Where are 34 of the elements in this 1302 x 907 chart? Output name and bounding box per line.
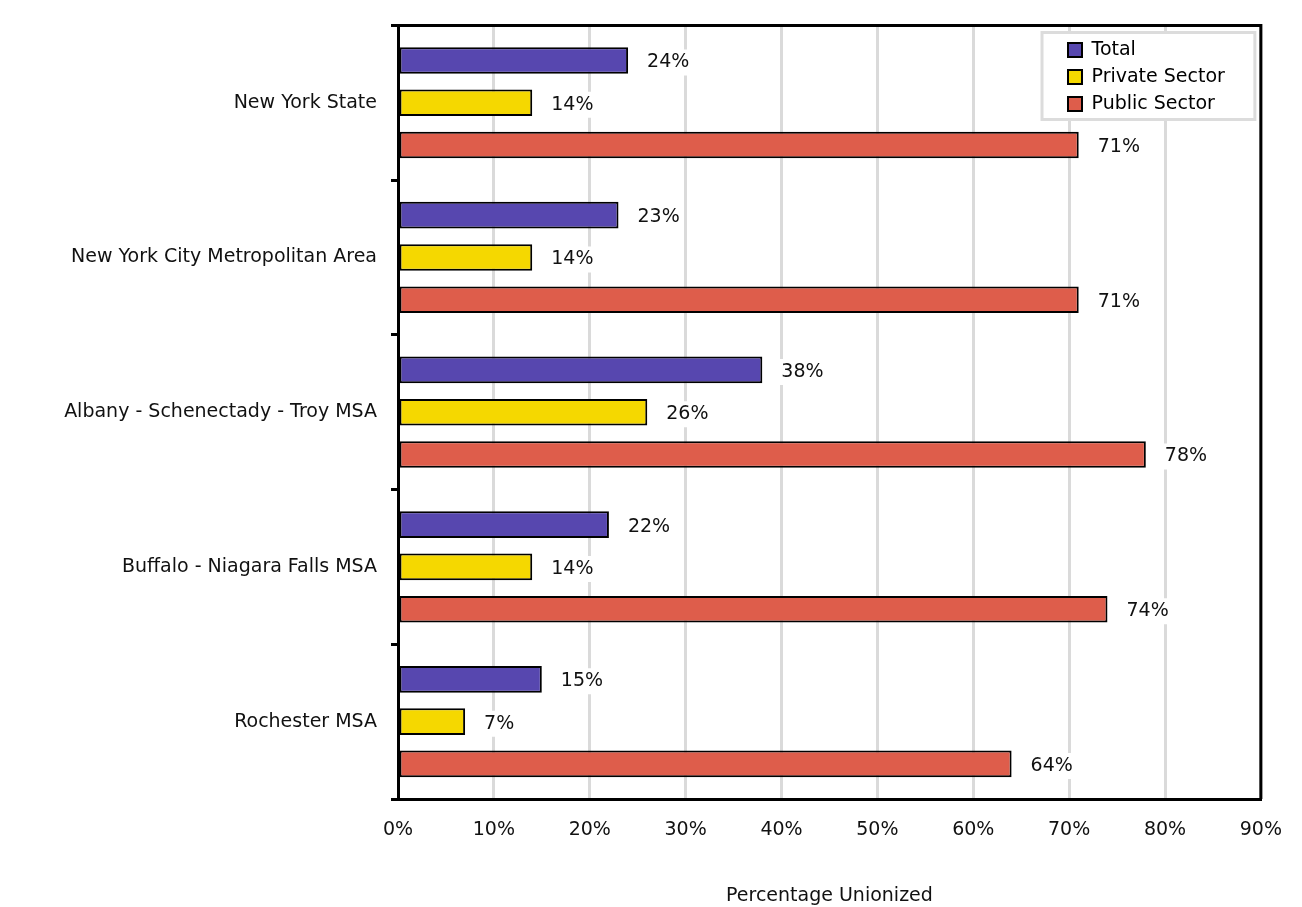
data-label: 26% bbox=[666, 401, 709, 424]
x-tick-label: 60% bbox=[952, 817, 995, 840]
data-label: 14% bbox=[551, 246, 594, 269]
data-label: 71% bbox=[1097, 288, 1140, 311]
x-tick-label: 50% bbox=[856, 817, 899, 840]
data-label: 74% bbox=[1126, 598, 1169, 621]
x-tick-label: 10% bbox=[472, 817, 515, 840]
data-label: 22% bbox=[627, 513, 671, 536]
legend-label: Public Sector bbox=[1091, 90, 1216, 113]
x-tick-label: 80% bbox=[1143, 817, 1187, 840]
data-label: 64% bbox=[1030, 752, 1073, 775]
x-tick-label: 40% bbox=[760, 817, 803, 840]
x-axis-title: Percentage Unionized bbox=[726, 882, 933, 905]
data-label: 14% bbox=[551, 91, 594, 114]
data-label: 78% bbox=[1164, 443, 1208, 466]
x-tick-label: 70% bbox=[1048, 817, 1091, 840]
y-tick-label: Buffalo - Niagara Falls MSA bbox=[121, 553, 377, 576]
y-tick-label: Albany - Schenectady - Troy MSA bbox=[64, 399, 377, 422]
data-label: 24% bbox=[647, 49, 690, 72]
legend-label: Private Sector bbox=[1091, 63, 1226, 86]
x-tick-label: 20% bbox=[568, 817, 611, 840]
data-label: 15% bbox=[560, 668, 604, 691]
data-label: 23% bbox=[637, 204, 680, 227]
y-tick-label: New York State bbox=[233, 89, 377, 112]
x-tick-label: 90% bbox=[1239, 817, 1282, 840]
data-label: 71% bbox=[1097, 133, 1140, 156]
x-tick-label: 0% bbox=[382, 817, 414, 840]
legend-label: Total bbox=[1090, 36, 1136, 59]
data-label: 14% bbox=[551, 555, 594, 578]
x-tick-label: 30% bbox=[664, 817, 707, 840]
y-tick-label: New York City Metropolitan Area bbox=[70, 244, 377, 267]
y-tick-label: Rochester MSA bbox=[234, 708, 377, 731]
data-label: 38% bbox=[781, 358, 824, 381]
data-label: 7% bbox=[484, 710, 515, 733]
